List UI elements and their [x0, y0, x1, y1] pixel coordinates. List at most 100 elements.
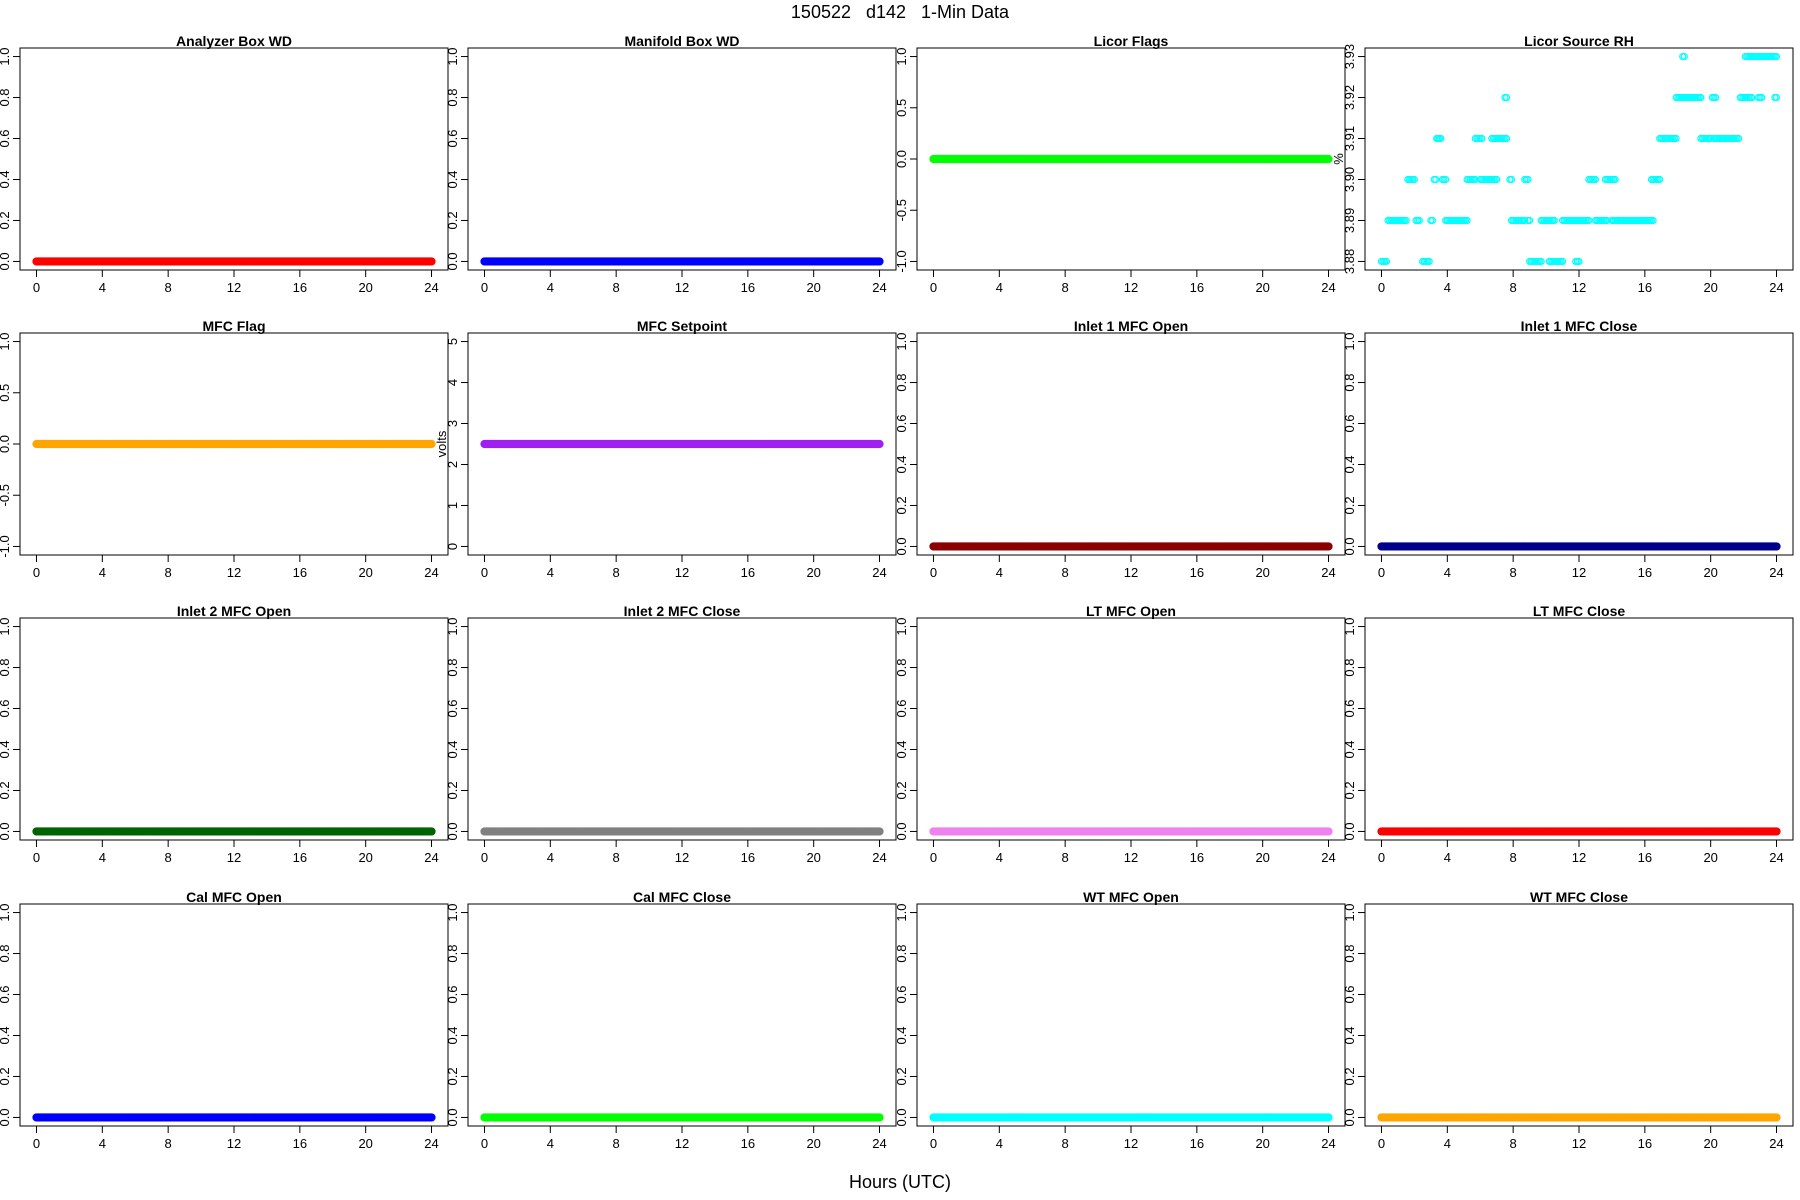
- x-tick-label: 16: [1638, 280, 1652, 295]
- figure-title: 150522 d142 1-Min Data: [790, 2, 1010, 22]
- y-tick-label: 1.0: [894, 618, 909, 636]
- x-tick-label: 12: [1124, 280, 1138, 295]
- x-tick-label: 16: [741, 280, 755, 295]
- y-axis-label: %: [1331, 153, 1346, 165]
- y-tick-label: 0.8: [0, 658, 12, 676]
- y-tick-label: 2: [445, 461, 460, 468]
- x-tick-label: 24: [424, 850, 438, 865]
- y-tick-label: 0.2: [445, 211, 460, 229]
- x-tick-label: 12: [227, 280, 241, 295]
- y-axis: -1.0-0.50.00.51.0: [0, 333, 21, 558]
- y-tick-label: 1.0: [0, 618, 12, 636]
- x-tick-label: 24: [1321, 280, 1335, 295]
- y-tick-label: 0.2: [0, 781, 12, 799]
- x-tick-label: 16: [1190, 280, 1204, 295]
- y-tick-label: 3.92: [1342, 85, 1357, 110]
- x-axis: 0 4 8 12 16 20 24: [1378, 554, 1784, 580]
- x-tick-label: 0: [481, 565, 488, 580]
- x-tick-label: 20: [1255, 280, 1269, 295]
- x-axis: 0 4 8 12 16 20 24: [930, 839, 1336, 865]
- data-series: [32, 257, 436, 266]
- y-tick-label: 3.88: [1342, 249, 1357, 274]
- x-tick-label: 16: [293, 850, 307, 865]
- x-tick-label: 0: [481, 850, 488, 865]
- x-tick-label: 8: [1062, 565, 1069, 580]
- x-tick-label: 16: [1638, 565, 1652, 580]
- x-axis: 0 4 8 12 16 20 24: [481, 554, 887, 580]
- y-axis: 0.00.20.40.60.81.0: [894, 333, 918, 555]
- data-series: [480, 257, 884, 266]
- x-tick-label: 4: [99, 565, 106, 580]
- panel-4: Licor Source RH0 4 8 12 16 20 243.883.893.903.…: [1331, 33, 1794, 295]
- x-tick-label: 12: [1572, 280, 1586, 295]
- y-tick-label: 0.6: [894, 699, 909, 717]
- x-axis: 0 4 8 12 16 20 24: [930, 269, 1336, 295]
- x-tick-label: 20: [806, 850, 820, 865]
- y-tick-label: -0.5: [0, 484, 12, 506]
- y-tick-label: 3.89: [1342, 208, 1357, 233]
- x-tick-label: 0: [1378, 280, 1385, 295]
- y-tick-label: 0.4: [445, 740, 460, 758]
- plot-frame: [1364, 332, 1794, 556]
- data-series: [929, 827, 1333, 836]
- panel-title: MFC Setpoint: [637, 318, 728, 334]
- y-tick-label: 0.2: [894, 496, 909, 514]
- x-tick-label: 8: [165, 850, 172, 865]
- x-tick-label: 12: [227, 565, 241, 580]
- y-tick-label: 0.0: [894, 822, 909, 840]
- y-tick-label: 0.6: [445, 129, 460, 147]
- x-tick-label: 4: [1444, 280, 1451, 295]
- x-tick-label: 0: [33, 565, 40, 580]
- y-axis: 0.00.20.40.60.81.0: [894, 618, 918, 840]
- panel-title: Licor Source RH: [1524, 33, 1634, 49]
- x-tick-label: 20: [806, 280, 820, 295]
- y-tick-label: 0.0: [445, 822, 460, 840]
- x-tick-label: 20: [1255, 565, 1269, 580]
- x-tick-label: 20: [358, 280, 372, 295]
- y-tick-label: 1.0: [1342, 333, 1357, 351]
- y-tick-label: 1.0: [445, 48, 460, 66]
- y-tick-label: -0.5: [894, 199, 909, 221]
- data-series: [929, 542, 1333, 551]
- y-tick-label: 0.6: [0, 129, 12, 147]
- x-tick-label: 8: [1510, 565, 1517, 580]
- x-tick-label: 4: [99, 850, 106, 865]
- plot-frame: [916, 332, 1346, 556]
- y-tick-label: 3: [445, 420, 460, 427]
- x-tick-label: 4: [1444, 565, 1451, 580]
- x-tick-label: 16: [1190, 850, 1204, 865]
- y-tick-label: 1.0: [0, 48, 12, 66]
- y-tick-label: 1.0: [894, 48, 909, 66]
- y-tick-label: 0.8: [894, 658, 909, 676]
- y-tick-label: 1.0: [894, 333, 909, 351]
- y-tick-label: 0.2: [1342, 496, 1357, 514]
- y-tick-label: 0.0: [0, 252, 12, 270]
- data-series: [480, 439, 884, 449]
- y-tick-label: 0.0: [894, 150, 909, 168]
- data-series: [1377, 542, 1781, 551]
- panel-title: Analyzer Box WD: [176, 33, 292, 49]
- x-tick-label: 16: [293, 280, 307, 295]
- x-tick-label: 8: [613, 565, 620, 580]
- y-tick-label: 0.6: [1342, 414, 1357, 432]
- data-series: [929, 154, 1333, 164]
- panel-title: MFC Flag: [203, 318, 266, 334]
- y-tick-label: 0.0: [0, 435, 12, 453]
- plot-frame: [19, 617, 449, 841]
- y-tick-label: 0.8: [1342, 373, 1357, 391]
- y-tick-label: 0: [445, 543, 460, 550]
- y-tick-label: 0.8: [0, 88, 12, 106]
- x-tick-label: 24: [1321, 850, 1335, 865]
- y-axis-label: volts: [434, 430, 449, 457]
- x-tick-label: 16: [293, 565, 307, 580]
- y-axis: 0.00.20.40.60.81.0: [445, 48, 469, 270]
- x-tick-label: 16: [1190, 565, 1204, 580]
- x-tick-label: 8: [1062, 280, 1069, 295]
- panel-title: Licor Flags: [1094, 33, 1169, 49]
